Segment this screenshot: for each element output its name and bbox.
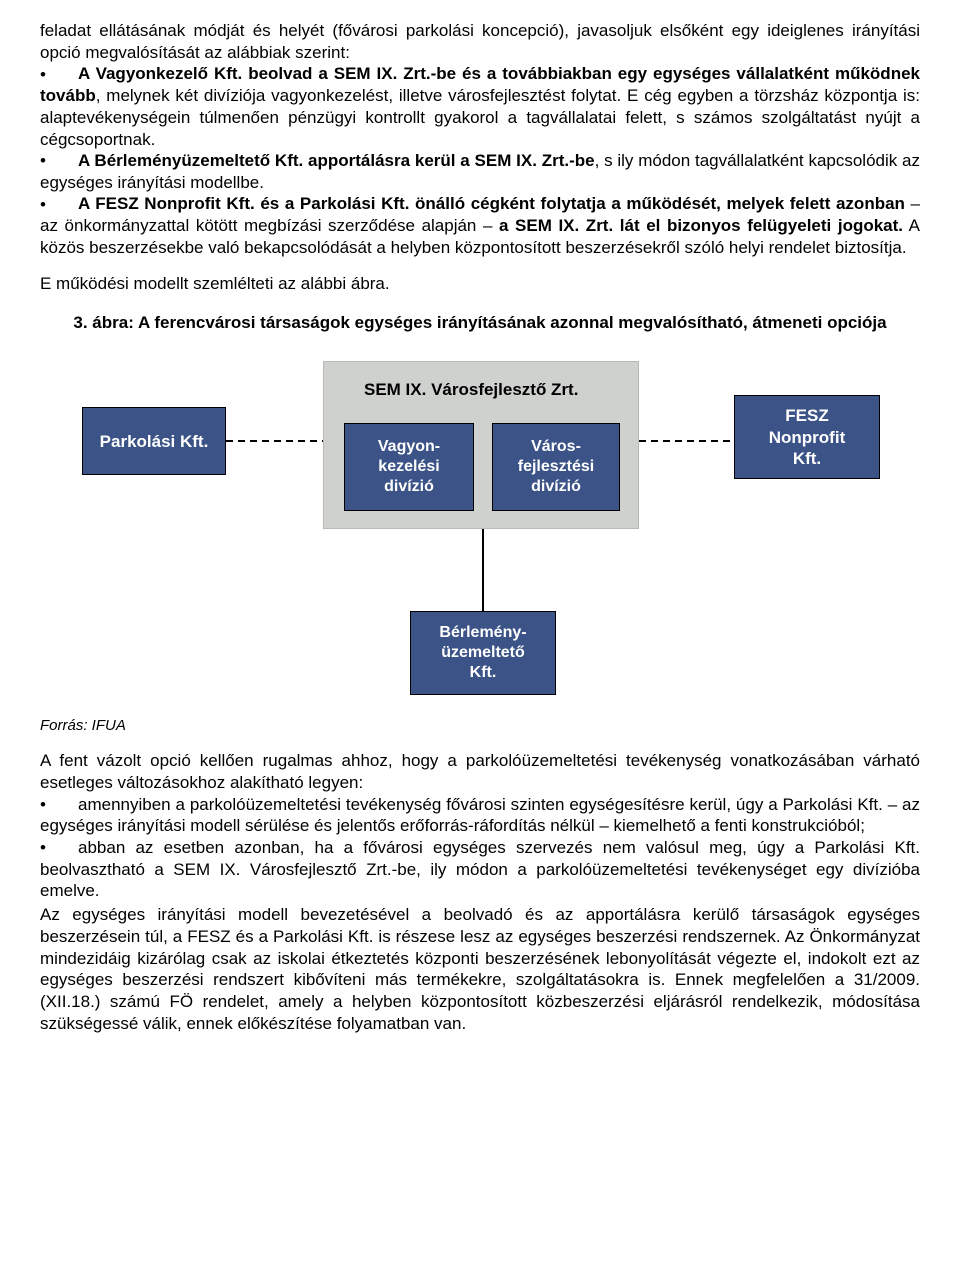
bullet-4-body: amennyiben a parkolóüzemeltetési tevéken…	[40, 795, 920, 836]
node-berlemeny: Bérlemény-üzemeltetőKft.	[410, 611, 556, 695]
figure-caption: 3. ábra: A ferencvárosi társaságok egysé…	[40, 312, 920, 335]
bullet-3-text: A FESZ Nonprofit Kft. és a Parkolási Kft…	[40, 193, 920, 258]
bullet-3-bold-c: a SEM IX. Zrt. lát el bizonyos felügyele…	[492, 216, 903, 235]
bullet-5-text: abban az esetben azonban, ha a fővárosi …	[40, 837, 920, 902]
paragraph-flex: A fent vázolt opció kellően rugalmas ahh…	[40, 750, 920, 794]
node-fesz: FESZNonprofitKft.	[734, 395, 880, 479]
paragraph-model-note: E működési modellt szemlélteti az alábbi…	[40, 273, 920, 295]
bullet-5-body: abban az esetben azonban, ha a fővárosi …	[40, 838, 920, 901]
grey-container-title: SEM IX. Városfejlesztő Zrt.	[364, 379, 578, 401]
bullet-3-bold-a: A FESZ Nonprofit Kft. és a Parkolási Kft…	[78, 194, 911, 213]
bullet-1-rest: , melynek két divíziója vagyonkezelést, …	[40, 86, 920, 149]
paragraph-intro: feladat ellátásának módját és helyét (fő…	[40, 20, 920, 64]
bullet-2-bold: A Bérleményüzemeltető Kft. apportálásra …	[78, 151, 595, 170]
node-varos: Város-fejlesztésidivízió	[492, 423, 620, 511]
node-parkolasi: Parkolási Kft.	[82, 407, 226, 475]
node-vagyon: Vagyon-kezelésidivízió	[344, 423, 474, 511]
paragraph-closing: Az egységes irányítási modell bevezetésé…	[40, 904, 920, 1035]
bullet-2-text: A Bérleményüzemeltető Kft. apportálásra …	[40, 150, 920, 194]
bullet-1-text: A Vagyonkezelő Kft. beolvad a SEM IX. Zr…	[40, 63, 920, 150]
document-page: feladat ellátásának módját és helyét (fő…	[0, 0, 960, 1075]
figure-source: Forrás: IFUA	[40, 716, 920, 735]
bullet-4-text: amennyiben a parkolóüzemeltetési tevéken…	[40, 794, 920, 838]
org-diagram: SEM IX. Városfejlesztő Zrt. Parkolási Kf…	[40, 361, 920, 701]
